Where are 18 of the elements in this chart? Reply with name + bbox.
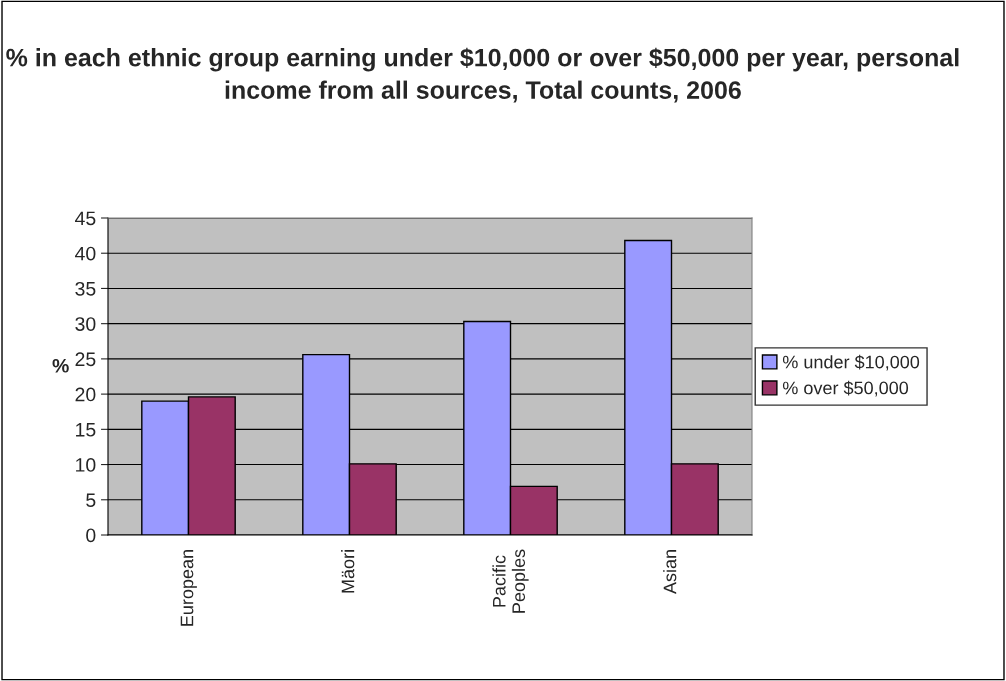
x-tick-label: European bbox=[180, 550, 197, 626]
y-tick-label: 45 bbox=[75, 211, 96, 226]
y-tick-label: 30 bbox=[75, 317, 96, 331]
y-tick-label: 10 bbox=[76, 458, 96, 472]
y-axis-title: % bbox=[52, 358, 69, 373]
chart-title: % in each ethnic group earning under $10,000 or over $50,000 per year, personal income from all sources, Total counts, 2006 bbox=[6, 47, 959, 103]
y-tick-label: 25 bbox=[75, 352, 96, 367]
y-tick-label: 40 bbox=[75, 246, 96, 261]
x-tick-label: Asian bbox=[663, 550, 677, 595]
y-tick-label: 5 bbox=[86, 493, 96, 508]
y-tick-label: 15 bbox=[76, 423, 96, 437]
legend-label: % over $50,000 bbox=[782, 380, 909, 397]
x-tick-label: Pacific Peoples bbox=[492, 549, 529, 613]
y-tick-label: 0 bbox=[86, 528, 96, 543]
y-tick-label: 20 bbox=[75, 387, 96, 402]
legend-label: % under $10,000 bbox=[782, 354, 920, 371]
x-tick-label: Mäori bbox=[341, 550, 355, 593]
y-tick-label: 35 bbox=[75, 281, 96, 296]
